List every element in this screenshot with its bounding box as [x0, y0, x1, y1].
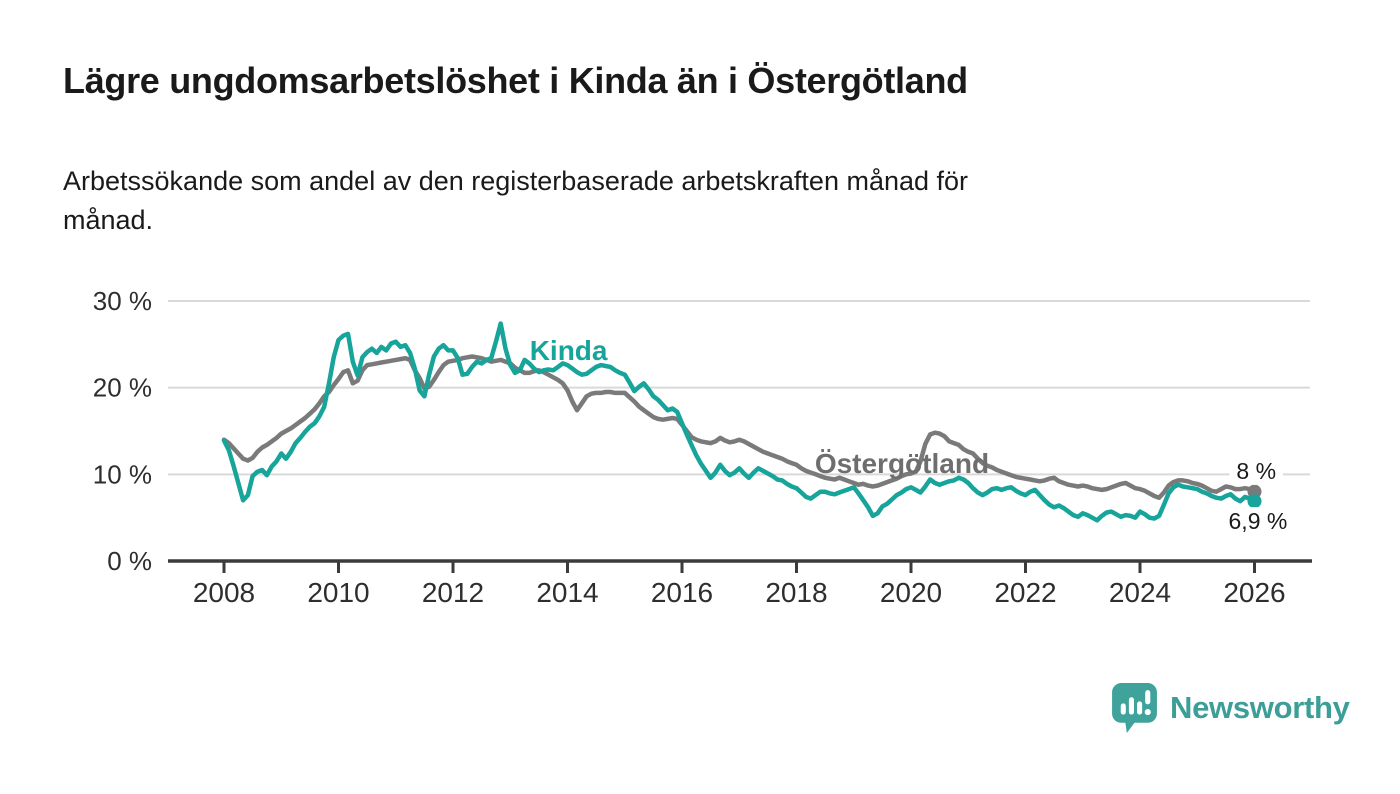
- x-tick-label: 2012: [422, 577, 484, 608]
- series-label-östergötland: Östergötland: [815, 448, 989, 479]
- page-title: Lägre ungdomsarbetslöshet i Kinda än i Ö…: [63, 60, 968, 101]
- x-tick-label: 2008: [193, 577, 255, 608]
- value-label-bg: [1229, 456, 1283, 485]
- newsworthy-logo: Newsworthy: [1110, 682, 1350, 734]
- value-label-kinda: 6,9 %: [1229, 508, 1288, 534]
- x-tick-label: 2024: [1109, 577, 1171, 608]
- x-tick-label: 2020: [880, 577, 942, 608]
- series-label-kinda: Kinda: [530, 335, 608, 366]
- x-tick-label: 2026: [1223, 577, 1285, 608]
- x-tick-label: 2022: [994, 577, 1056, 608]
- series-line-östergötland: [221, 354, 1257, 500]
- series-end-dot-kinda: [1247, 494, 1262, 509]
- newsworthy-logo-icon: [1112, 683, 1157, 733]
- y-tick-label: 30 %: [93, 286, 152, 316]
- chart-subtitle: Arbetssökande som andel av den registerb…: [63, 166, 969, 236]
- x-tick-label: 2018: [765, 577, 827, 608]
- value-label-östergötland: 8 %: [1236, 458, 1276, 484]
- series-line-kinda: [221, 321, 1257, 523]
- y-tick-label: 0 %: [107, 546, 152, 576]
- x-tick-label: 2010: [307, 577, 369, 608]
- y-tick-label: 20 %: [93, 373, 152, 403]
- y-tick-label: 10 %: [93, 459, 152, 489]
- x-tick-label: 2016: [651, 577, 713, 608]
- x-tick-label: 2014: [536, 577, 598, 608]
- newsworthy-wordmark: Newsworthy: [1170, 690, 1350, 725]
- value-label-bg: [1218, 507, 1298, 536]
